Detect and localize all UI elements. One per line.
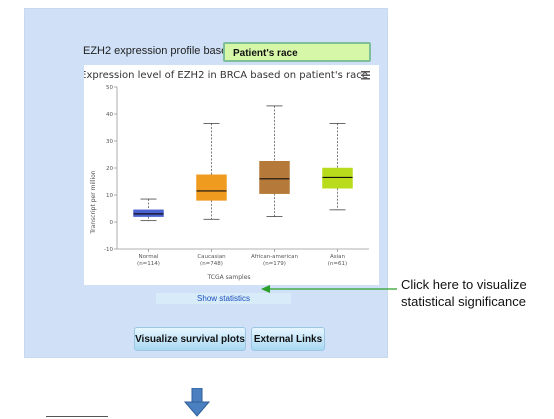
x-tick-count: (n=748) [200,261,223,267]
y-tick-label: 40 [106,112,113,118]
iqr-box [196,174,227,201]
visualize-survival-button[interactable]: Visualize survival plots [134,327,246,351]
iqr-box [133,209,164,217]
annotation-arrow-icon [261,285,397,293]
y-axis: -10 0 10 20 30 40 50 [104,85,369,253]
boxplot-chart: Expression level of EZH2 in BRCA based o… [84,65,379,285]
box-caucasian [196,123,227,220]
y-tick-label: 10 [106,193,113,199]
profile-select[interactable]: Patient's race [223,42,371,62]
annotation-text: Click here to visualize statistical sign… [401,276,527,310]
x-axis-label: TCGA samples [206,274,250,281]
y-tick-label: 30 [106,139,113,145]
down-arrow-icon [184,388,210,417]
profile-label: EZH2 expression profile based on [83,45,249,57]
x-tick-label: Caucasian [197,254,226,260]
x-axis-labels: Normal(n=114) Caucasian(n=748) African-ame… [137,249,347,267]
y-tick-label: 50 [106,85,113,91]
x-tick-label: African-american [251,254,298,260]
menu-icon[interactable] [361,71,370,80]
iqr-box [322,167,353,189]
annotation-line-2: statistical significance [401,294,526,309]
boxes [133,105,353,222]
y-tick-label: 20 [106,166,113,172]
box-normal [133,198,164,222]
x-tick-label: Normal [139,254,159,260]
x-tick-label: Asian [330,254,346,260]
external-links-button[interactable]: External Links [251,327,325,351]
expression-panel: EZH2 expression profile based on Patient… [24,8,388,358]
box-african-american [259,105,290,218]
x-tick-count: (n=179) [263,261,286,267]
show-statistics-link[interactable]: Show statistics [156,293,291,304]
y-tick-label: 0 [110,220,114,226]
y-tick-label: -10 [104,247,113,253]
chart-svg: Expression level of EZH2 in BRCA based o… [84,70,370,281]
chart-title: Expression level of EZH2 in BRCA based o… [84,70,368,81]
x-tick-count: (n=114) [137,261,160,267]
box-asian [322,123,353,211]
iqr-box [259,161,290,194]
y-axis-label: Transcript per million [90,170,97,234]
divider-line [46,416,108,417]
annotation-line-1: Click here to visualize [401,277,527,292]
x-tick-count: (n=61) [328,261,347,267]
